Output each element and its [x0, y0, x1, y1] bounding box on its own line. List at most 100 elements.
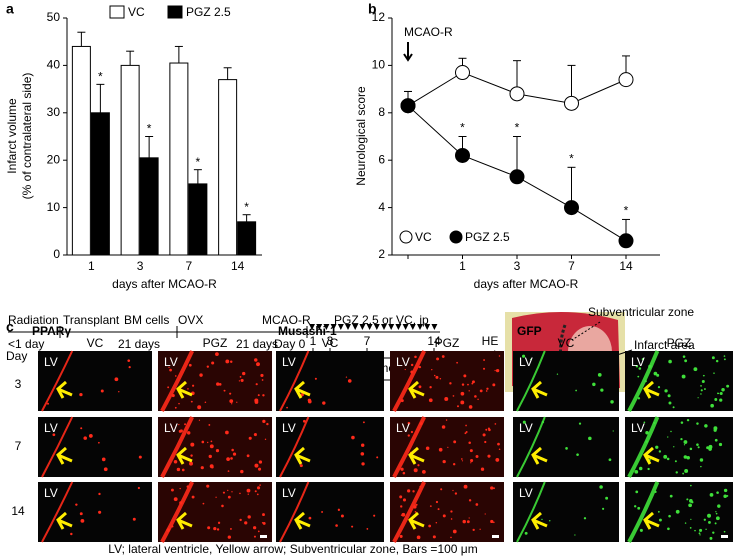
signal [262, 521, 266, 525]
signal [452, 463, 456, 466]
signal [300, 393, 304, 397]
signal [541, 518, 543, 521]
signal [475, 503, 479, 506]
signal [482, 433, 486, 437]
signal [202, 502, 205, 505]
signal [79, 392, 83, 397]
significance: * [244, 200, 249, 214]
signal [686, 418, 690, 422]
signal [79, 512, 83, 516]
lv-label: LV [396, 355, 410, 369]
signal [709, 492, 714, 497]
y-tick-label: 10 [372, 58, 386, 72]
signal [556, 373, 559, 375]
point [564, 200, 579, 216]
signal [452, 489, 454, 492]
lv-label: LV [44, 355, 58, 369]
signal [351, 435, 355, 440]
signal [198, 419, 201, 421]
signal [472, 380, 475, 384]
signal [419, 422, 423, 426]
svz-arrow [176, 511, 193, 530]
signal [188, 363, 192, 367]
signal [255, 383, 258, 386]
signal [689, 447, 693, 451]
he-label: HE [482, 334, 499, 348]
row-header: Day [6, 349, 27, 363]
signal [253, 526, 257, 530]
signal [435, 375, 439, 379]
y-tick-label: 40 [47, 58, 61, 72]
signal [254, 358, 258, 362]
signal [712, 531, 715, 534]
signal [179, 487, 181, 490]
signal [199, 373, 203, 377]
signal [171, 525, 174, 528]
signal [670, 430, 672, 433]
he-annotation: Infarct area [634, 338, 695, 352]
signal [683, 455, 688, 459]
signal [465, 430, 468, 433]
signal [638, 367, 642, 370]
signal [578, 422, 582, 425]
signal [238, 380, 241, 382]
signal [223, 389, 226, 392]
signal [565, 447, 568, 450]
ventricle-wall [160, 350, 195, 412]
y-tick-label: 4 [378, 200, 385, 214]
scale-bar [492, 535, 499, 538]
signal [178, 429, 182, 433]
y-axis-label: (% of contralateral side) [20, 73, 34, 200]
bar [120, 64, 140, 256]
signal [466, 520, 470, 524]
signal [75, 503, 78, 506]
signal [450, 518, 453, 520]
signal [667, 527, 670, 531]
micrograph [513, 482, 619, 542]
lv-label: LV [519, 421, 533, 435]
signal [486, 387, 489, 390]
svz-arrow [176, 380, 193, 399]
signal [710, 403, 714, 408]
signal [704, 424, 708, 428]
signal [253, 433, 257, 437]
signal [493, 487, 495, 490]
signal [407, 489, 411, 493]
signal [186, 485, 190, 488]
legend-swatch [109, 5, 125, 19]
signal [719, 392, 723, 396]
signal [118, 391, 120, 393]
x-tick-label: 3 [137, 259, 144, 273]
signal [174, 375, 177, 377]
signal [100, 389, 104, 393]
signal [477, 398, 479, 401]
signal [487, 454, 491, 458]
timeline-event: Transplant [63, 313, 120, 327]
bar [237, 221, 257, 256]
signal [101, 457, 106, 462]
signal [667, 436, 669, 438]
signal [648, 364, 652, 369]
signal [286, 406, 288, 409]
signal [484, 513, 486, 515]
panel-label: b [368, 1, 377, 17]
signal [663, 454, 668, 459]
signal [373, 514, 376, 517]
signal [723, 488, 728, 493]
signal [322, 401, 326, 405]
column-label: PGZ [667, 336, 692, 350]
signal [717, 504, 721, 508]
signal [709, 536, 713, 540]
signal [80, 427, 83, 430]
svz-arrow [643, 511, 660, 530]
signal [474, 395, 477, 398]
signal [441, 425, 446, 429]
signal [447, 446, 449, 449]
signal [169, 368, 172, 372]
point [509, 169, 525, 185]
signal [429, 385, 432, 389]
signal [634, 469, 639, 474]
svz-arrow [56, 380, 73, 399]
caption: LV; lateral ventricle, Yellow arrow; Sub… [108, 542, 477, 556]
